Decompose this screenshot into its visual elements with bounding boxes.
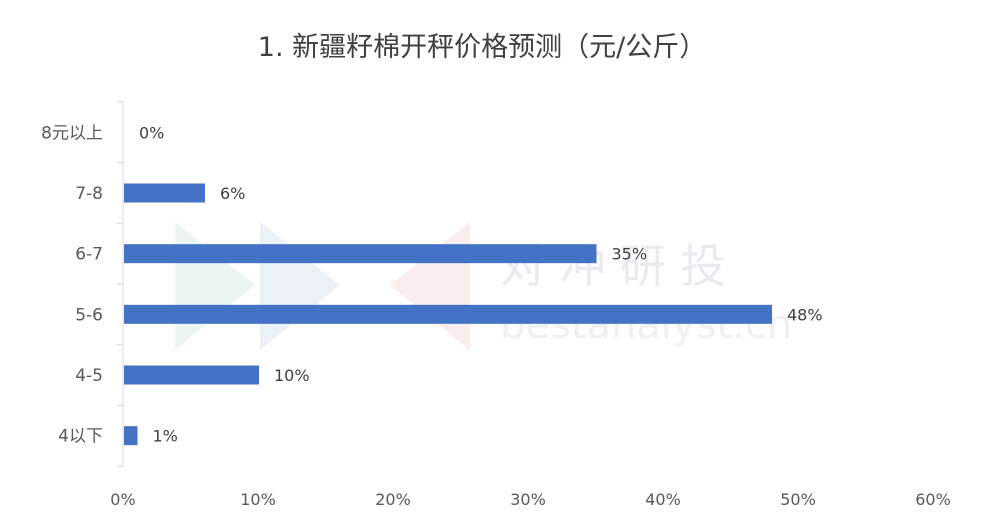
chart-title: 1. 新疆籽棉开秤价格预测（元/公斤） bbox=[258, 32, 706, 63]
bar bbox=[124, 304, 772, 324]
bar bbox=[124, 183, 205, 203]
category-label: 7-8 bbox=[75, 184, 103, 204]
x-tick-label: 60% bbox=[915, 490, 951, 509]
watermark-logo-icon bbox=[175, 222, 470, 350]
watermark: 对冲研投 bestanalyst.cn bbox=[175, 222, 792, 350]
x-tick-label: 40% bbox=[645, 490, 681, 509]
data-label: 10% bbox=[274, 366, 310, 385]
bar bbox=[124, 365, 259, 385]
bar bbox=[124, 426, 138, 446]
category-label: 6-7 bbox=[75, 245, 103, 265]
category-label: 5-6 bbox=[75, 305, 103, 325]
x-tick-label: 20% bbox=[375, 490, 411, 509]
bars-group: 0% 6% 35% 48% 10% 1% bbox=[124, 123, 823, 446]
x-tick-label: 50% bbox=[780, 490, 816, 509]
data-label: 6% bbox=[220, 184, 245, 203]
data-label: 0% bbox=[139, 123, 164, 142]
axis-group: 8元以上 7-8 6-7 5-6 4-5 4以下 0% 10% 20% 30% 40% 50% 60% bbox=[41, 101, 951, 509]
data-label: 1% bbox=[153, 427, 178, 446]
data-label: 35% bbox=[612, 245, 648, 264]
bar bbox=[124, 244, 597, 264]
x-tick-label: 0% bbox=[110, 490, 135, 509]
x-tick-label: 10% bbox=[240, 490, 276, 509]
category-label: 4-5 bbox=[75, 366, 103, 386]
data-label: 48% bbox=[787, 305, 823, 324]
category-label: 4以下 bbox=[58, 427, 103, 447]
category-label: 8元以上 bbox=[41, 123, 103, 143]
x-tick-label: 30% bbox=[510, 490, 546, 509]
